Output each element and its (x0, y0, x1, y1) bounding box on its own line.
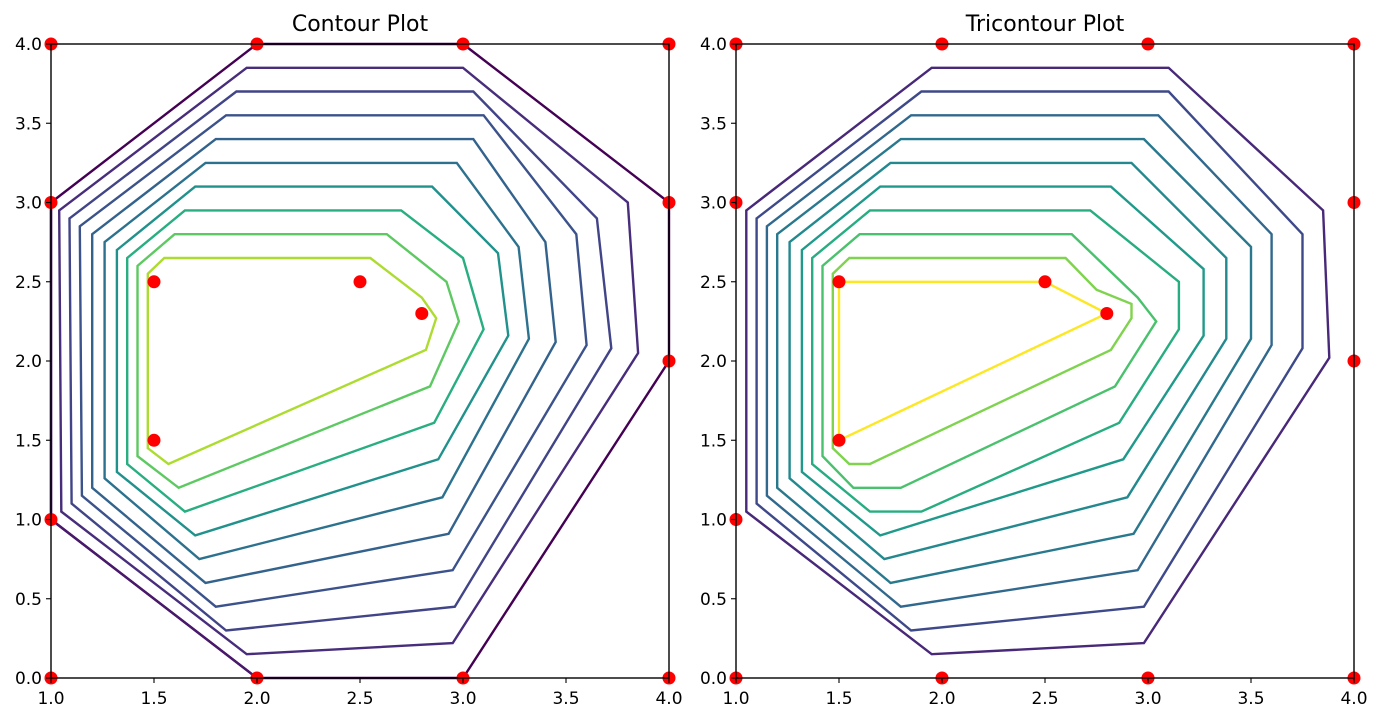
x-tick-label: 2.0 (928, 689, 955, 709)
data-point (832, 275, 846, 289)
y-tick-label: 1.0 (700, 511, 727, 531)
y-axis-ticks: 0.0 0.5 1.0 1.5 2.0 2.5 3.0 3.5 4.0 (700, 35, 736, 689)
x-tick-label: 1.0 (722, 689, 749, 709)
y-tick-label: 1.5 (15, 431, 42, 451)
data-point (1038, 275, 1052, 289)
contour-level-5 (91, 137, 557, 585)
y-tick-label: 3.5 (15, 114, 42, 134)
tricontour-plot-panel: Tricontour Plot 1.0 1.5 2.0 2.5 3.0 3.5 4.0 0.… (700, 12, 1368, 709)
contour-level-5 (800, 185, 1205, 537)
contour-level-10 (146, 256, 438, 466)
contour-level-3 (68, 90, 613, 632)
y-tick-label: 3.0 (700, 194, 727, 214)
data-point (147, 275, 161, 289)
x-tick-label: 2.5 (346, 689, 373, 709)
contour-level-6 (811, 209, 1181, 513)
x-tick-label: 3.0 (449, 689, 476, 709)
y-tick-label: 0.5 (15, 590, 42, 610)
y-tick-label: 2.0 (15, 352, 42, 372)
contour-level-2 (765, 114, 1273, 608)
contour-level-2 (57, 66, 640, 656)
data-points (729, 37, 1361, 685)
x-tick-label: 1.5 (140, 689, 167, 709)
data-point (353, 275, 367, 289)
x-tick-label: 2.0 (243, 689, 270, 709)
contour-lines (49, 42, 671, 680)
chart-title: Tricontour Plot (965, 12, 1125, 37)
x-tick-label: 2.5 (1031, 689, 1058, 709)
data-point (832, 433, 846, 447)
x-tick-label: 1.5 (825, 689, 852, 709)
y-tick-label: 2.0 (700, 352, 727, 372)
y-axis-ticks: 0.0 0.5 1.0 1.5 2.0 2.5 3.0 3.5 4.0 (15, 35, 51, 689)
y-tick-label: 0.0 (700, 669, 727, 689)
contour-level-0 (745, 66, 1331, 656)
contour-level-7 (115, 185, 510, 537)
x-tick-label: 3.0 (1134, 689, 1161, 709)
x-tick-label: 1.0 (37, 689, 64, 709)
contour-level-6 (103, 161, 531, 561)
x-tick-label: 3.5 (552, 689, 579, 709)
chart-title: Contour Plot (292, 12, 429, 37)
y-tick-label: 2.5 (700, 273, 727, 293)
x-axis-ticks: 1.0 1.5 2.0 2.5 3.0 3.5 4.0 (37, 678, 683, 709)
y-tick-label: 0.0 (15, 669, 42, 689)
y-tick-label: 4.0 (700, 35, 727, 55)
x-tick-label: 3.5 (1237, 689, 1264, 709)
y-tick-label: 3.0 (15, 194, 42, 214)
data-point (1100, 307, 1114, 320)
contour-level-4 (788, 161, 1228, 561)
data-point (147, 433, 161, 447)
y-tick-label: 1.0 (15, 511, 42, 531)
y-tick-label: 2.5 (15, 273, 42, 293)
x-tick-label: 4.0 (655, 689, 682, 709)
contour-level-8 (126, 209, 485, 513)
x-tick-label: 4.0 (1340, 689, 1367, 709)
contour-level-4 (78, 114, 588, 608)
contour-level-9 (136, 233, 461, 490)
contour-plot-panel: Contour Plot 1.0 1.5 2.0 2.5 3.0 3.5 4.0 0.00.… (15, 12, 683, 709)
contour-level-8 (831, 256, 1133, 466)
data-point (415, 307, 429, 320)
contour-lines (745, 66, 1331, 656)
contour-level-1 (755, 90, 1304, 632)
y-tick-label: 1.5 (700, 431, 727, 451)
x-axis-ticks: 1.0 1.5 2.0 2.5 3.0 3.5 4.0 (722, 678, 1368, 709)
y-tick-label: 0.5 (700, 590, 727, 610)
y-tick-label: 4.0 (15, 35, 42, 55)
contour-level-3 (776, 137, 1253, 585)
y-tick-label: 3.5 (700, 114, 727, 134)
contour-level-7 (821, 233, 1158, 489)
